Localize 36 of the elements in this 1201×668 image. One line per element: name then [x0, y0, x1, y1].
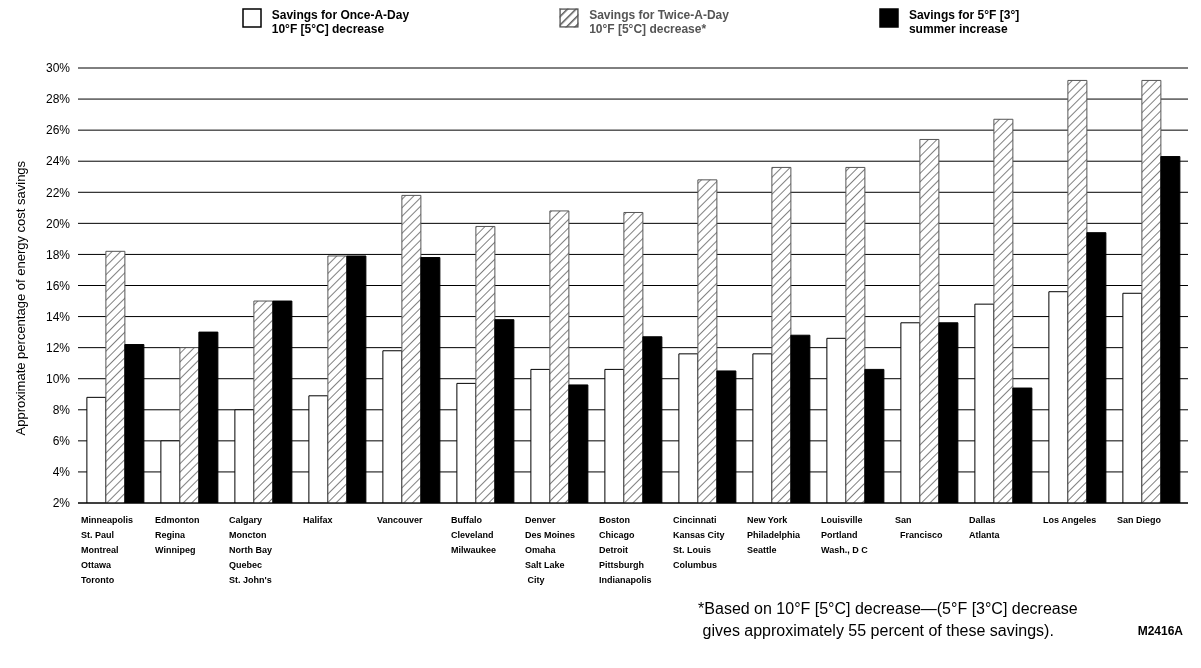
y-tick-label: 16%: [45, 278, 71, 293]
y-tick-label: 6%: [52, 434, 71, 449]
y-tick-label: 22%: [45, 185, 71, 200]
text: M2416A: [1137, 623, 1183, 640]
x-tick-label: Minneapolis St. Paul Montreal Ottawa Toronto: [81, 515, 134, 585]
y-tick-label: 28%: [45, 92, 71, 107]
x-tick-label: New York Philadelphia Seattle: [747, 515, 802, 555]
y-tick-label: 2%: [52, 496, 71, 511]
y-tick-label: 18%: [45, 247, 71, 262]
x-tick-label: Vancouver: [377, 515, 424, 525]
legend-label: Savings for 5°F [3°] summer increase: [908, 8, 1020, 36]
x-tick-label: Dallas Atlanta: [969, 515, 1001, 540]
y-tick-label: 26%: [45, 123, 71, 138]
x-tick-label: Denver Des Moines Omaha Salt Lake City: [525, 515, 576, 585]
y-tick-label: 12%: [45, 340, 71, 355]
x-tick-label: San Diego: [1117, 515, 1162, 525]
y-tick-label: 30%: [45, 61, 71, 76]
y-tick-label: 24%: [45, 154, 71, 169]
y-tick-label: 8%: [52, 403, 71, 418]
y-tick-label: 4%: [52, 465, 71, 480]
y-tick-label: 14%: [45, 309, 71, 324]
x-tick-label: Halifax: [303, 515, 333, 525]
y-tick-label: 20%: [45, 216, 71, 231]
y-tick-label: 10%: [45, 371, 71, 386]
text: Savings for Twice-A-Day 10°F [5°C] decrease*: [589, 8, 729, 36]
legend-label: Savings for Once-A-Day 10°F [5°C] decrease: [271, 8, 410, 36]
x-tick-label: Buffalo Cleveland Milwaukee: [451, 515, 497, 555]
x-tick-label: Los Angeles: [1043, 515, 1097, 525]
y-axis-title: Approximate percentage of energy cost savings: [12, 160, 28, 436]
x-tick-label: Edmonton Regina Winnipeg: [155, 515, 200, 555]
x-tick-label: San Francisco: [895, 515, 944, 540]
x-tick-label: Cincinnati Kansas City St. Louis Columbus: [673, 515, 725, 570]
x-tick-label: Louisville Portland Wash., D C: [821, 515, 869, 555]
x-tick-label: Calgary Moncton North Bay Quebec St. John's: [229, 515, 273, 585]
text: *Based on 10°F [5°C] decrease—(5°F [3°C] decrease gives approximately 55 percent of these savings).: [698, 599, 1078, 641]
x-tick-label: Boston Chicago Detroit Pittsburgh Indianapolis: [599, 515, 652, 585]
